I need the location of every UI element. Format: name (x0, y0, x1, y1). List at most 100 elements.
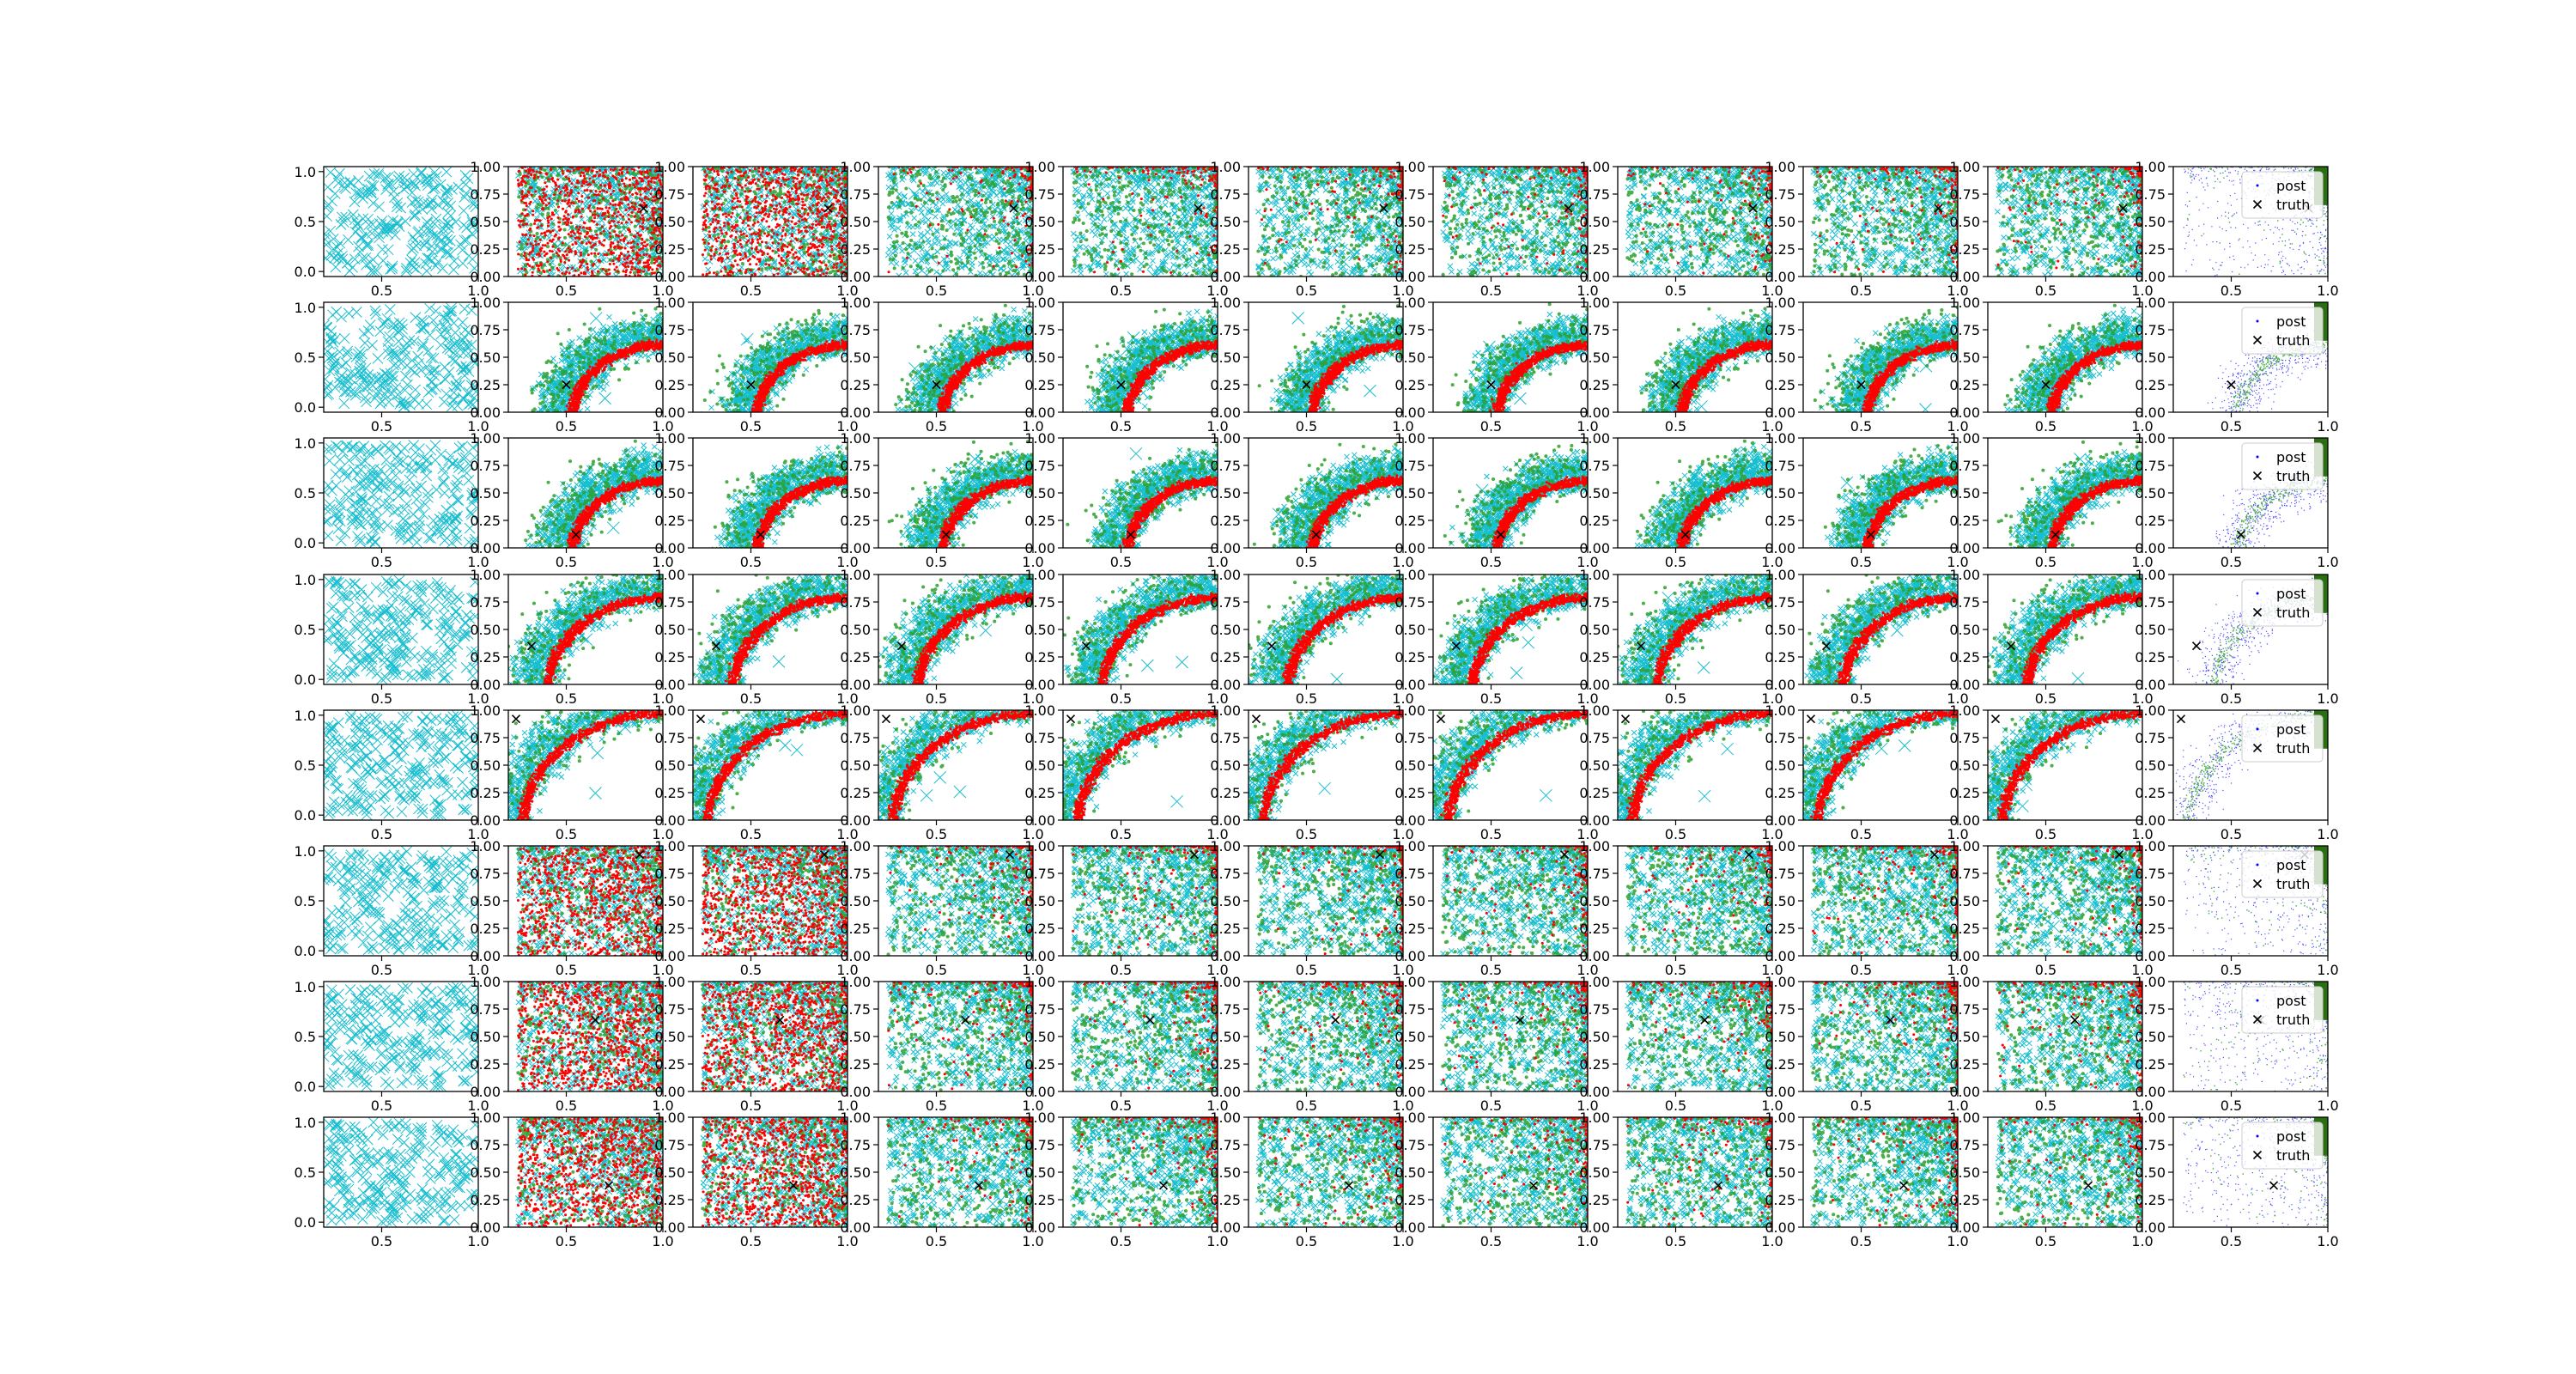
subplot-r8-c3: 0.5 1.00.000.250.500.751.00 (654, 1110, 858, 1249)
subplot-r6-c6: 0.5 1.00.000.250.500.751.00 (1210, 838, 1413, 978)
x-tick-label: 0.5 (1665, 962, 1686, 978)
y-tick-label: 0.00 (1210, 540, 1241, 556)
x-tick-label: 0.5 (1480, 1097, 1502, 1114)
y-tick-label: 0.75 (1949, 866, 1980, 882)
y-tick-label: 0.25 (840, 1056, 871, 1073)
x-tick-label: 0.5 (1480, 962, 1502, 978)
y-tick-label: 0.25 (1949, 241, 1980, 258)
subplot-r4-c8: 0.5 1.00.000.250.500.751.00 (1579, 558, 1783, 707)
x-tick-label: 0.5 (1850, 690, 1872, 707)
scatter-points (1440, 1115, 1590, 1229)
y-tick-label: 0.75 (840, 730, 871, 746)
y-tick-label: 0.75 (1210, 458, 1241, 474)
sample-series (1441, 164, 1590, 278)
y-tick-label: 0.50 (1210, 1164, 1241, 1181)
y-tick-label: 1.00 (1949, 295, 1980, 311)
y-tick-label: 0.25 (840, 377, 871, 393)
y-tick-label: 0.50 (1210, 757, 1241, 774)
scatter-points (1625, 843, 1775, 958)
y-tick-label: 0.50 (470, 757, 501, 774)
y-tick-label: 0.25 (1579, 921, 1610, 937)
scatter-points (319, 439, 483, 548)
y-tick-label: 0.25 (1024, 921, 1055, 937)
y-tick-label: 0.50 (1024, 1164, 1055, 1181)
y-tick-label: 0.75 (654, 866, 685, 882)
y-tick-label: 0.5 (295, 757, 316, 774)
scatter-points (673, 562, 850, 692)
y-tick-label: 0.25 (1210, 377, 1241, 393)
scatter-points (1625, 1115, 1775, 1230)
y-tick-label: 0.00 (1949, 269, 1980, 285)
y-tick-label: 0.0 (295, 535, 316, 551)
y-tick-label: 0.25 (470, 513, 501, 529)
y-tick-label: 0.50 (470, 485, 501, 502)
y-tick-label: 0.0 (295, 264, 316, 280)
scatter-points (1082, 309, 1220, 421)
y-tick-label: 0.00 (654, 540, 685, 556)
x-tick-label: 1.0 (2317, 554, 2338, 570)
y-tick-label: 0.75 (470, 730, 501, 746)
scatter-points (1625, 979, 1775, 1093)
y-tick-label: 0.25 (654, 377, 685, 393)
y-tick-label: 0.25 (1579, 785, 1610, 801)
y-tick-label: 0.50 (470, 350, 501, 366)
y-tick-label: 0.25 (654, 785, 685, 801)
y-tick-label: 0.00 (470, 1219, 501, 1236)
y-tick-label: 0.50 (1024, 757, 1055, 774)
scatter-points (1255, 1115, 1406, 1230)
y-tick-label: 1.00 (1024, 295, 1055, 311)
x-tick-label: 0.5 (1850, 826, 1872, 842)
y-tick-label: 0.25 (2135, 1056, 2166, 1073)
y-tick-label: 0.00 (840, 269, 871, 285)
y-tick-label: 0.50 (470, 1164, 501, 1181)
y-tick-label: 0.00 (1765, 677, 1795, 693)
y-tick-label: 1.00 (2135, 974, 2166, 990)
y-tick-label: 0.25 (1394, 377, 1425, 393)
x-tick-label: 0.5 (740, 554, 762, 570)
legend-label-post: post (2276, 178, 2306, 194)
y-tick-label: 0.00 (1024, 948, 1055, 964)
subplot-r3-c8: 0.5 1.00.000.250.500.751.00 (1579, 430, 1783, 570)
x-tick-label: 0.5 (371, 962, 392, 978)
truth-marker (2085, 1182, 2093, 1189)
y-tick-label: 0.00 (1949, 1219, 1980, 1236)
y-tick-label: 0.75 (470, 186, 501, 203)
y-tick-label: 0.50 (1210, 1029, 1241, 1045)
y-tick-label: 0.00 (840, 1219, 871, 1236)
y-tick-label: 0.50 (654, 757, 685, 774)
y-tick-label: 0.75 (1765, 186, 1795, 203)
y-tick-label: 1.00 (1210, 567, 1241, 583)
scatter-points (712, 445, 850, 556)
y-tick-label: 0.50 (1024, 214, 1055, 230)
scatter-points (1070, 1115, 1220, 1230)
y-tick-label: 0.75 (2135, 1001, 2166, 1018)
y-tick-label: 0.50 (2135, 893, 2166, 909)
y-tick-label: 1.00 (1579, 159, 1610, 175)
x-tick-label: 0.5 (1850, 1233, 1872, 1249)
y-tick-label: 1.00 (1024, 702, 1055, 719)
scatter-points (1811, 164, 1961, 279)
y-tick-label: 0.75 (1765, 730, 1795, 746)
scatter-points (1968, 562, 2145, 692)
y-tick-label: 0.75 (1394, 594, 1425, 611)
y-tick-label: 0.00 (1210, 812, 1241, 829)
y-tick-label: 0.50 (1765, 1164, 1795, 1181)
x-tick-label: 0.5 (1296, 1233, 1317, 1249)
scatter-points (1071, 979, 1220, 1094)
subplot-r1-c6: 0.5 1.00.000.250.500.751.00 (1210, 159, 1413, 299)
y-tick-label: 0.75 (470, 866, 501, 882)
y-tick-label: 0.50 (1579, 485, 1610, 502)
subplot-r3-c5: 0.5 1.00.000.250.500.751.00 (1024, 430, 1228, 570)
legend-post-marker (2257, 456, 2259, 459)
y-tick-label: 0.25 (470, 1056, 501, 1073)
y-tick-label: 0.00 (2135, 269, 2166, 285)
x-tick-label: 0.5 (2035, 826, 2057, 842)
y-tick-label: 0.25 (1210, 1056, 1241, 1073)
scatter-points (319, 167, 483, 277)
y-tick-label: 1.00 (1579, 1110, 1610, 1126)
